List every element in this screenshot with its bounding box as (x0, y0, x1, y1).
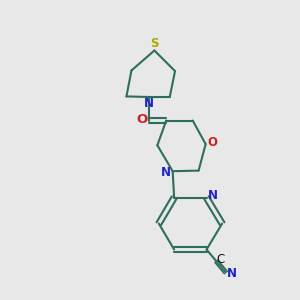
Text: N: N (227, 267, 237, 280)
Text: O: O (136, 113, 148, 127)
Text: N: N (161, 167, 171, 179)
Text: C: C (216, 253, 224, 266)
Text: S: S (150, 37, 159, 50)
Text: N: N (208, 189, 218, 203)
Text: O: O (207, 136, 217, 149)
Text: N: N (143, 97, 154, 110)
